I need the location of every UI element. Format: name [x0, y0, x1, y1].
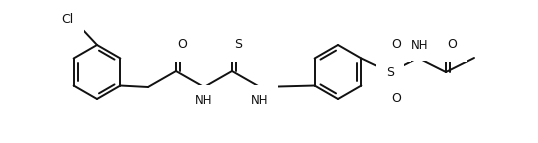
- Text: Cl: Cl: [62, 13, 74, 26]
- Text: O: O: [447, 38, 457, 51]
- Text: NH: NH: [195, 94, 213, 107]
- Text: O: O: [391, 93, 401, 106]
- Text: O: O: [391, 38, 401, 51]
- Text: NH: NH: [411, 39, 429, 52]
- Text: O: O: [177, 38, 187, 51]
- Text: S: S: [234, 38, 242, 51]
- Text: NH: NH: [251, 94, 269, 107]
- Text: S: S: [386, 65, 394, 79]
